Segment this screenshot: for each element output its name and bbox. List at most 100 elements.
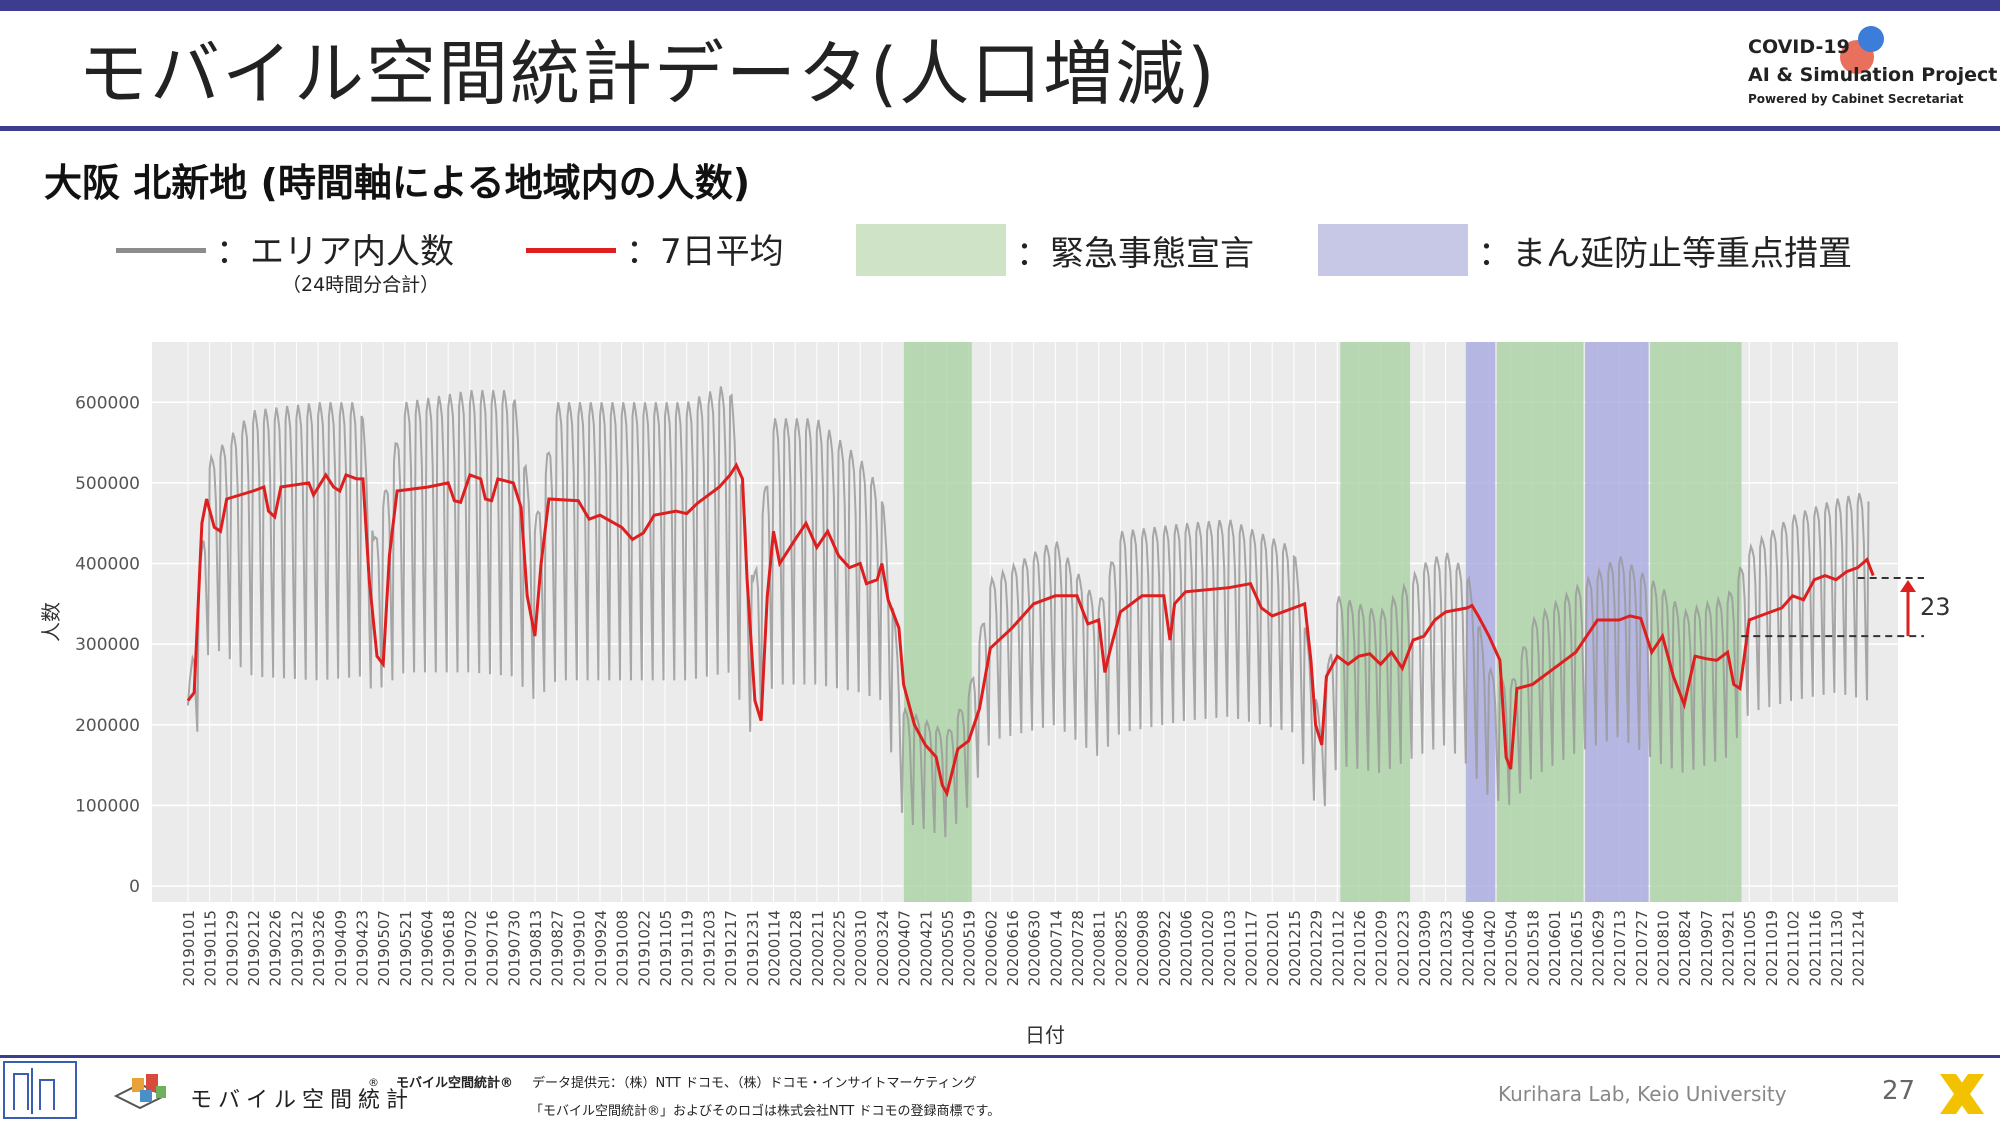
top-accent-bar — [0, 0, 2000, 11]
x-tick-label: 20191008 — [614, 910, 632, 986]
annotation-label: 23.2% — [1920, 593, 1950, 621]
x-tick-label: 20211116 — [1806, 910, 1824, 986]
x-tick-label: 20190129 — [223, 910, 241, 986]
series-area-count-line — [187, 386, 1870, 838]
covid-ai-project-logo: COVID-19 AI & Simulation Project Powered… — [1748, 26, 1997, 116]
x-tick-label: 20190604 — [419, 910, 437, 986]
x-tick-label: 20200908 — [1134, 910, 1152, 986]
logo-blue-dot-icon — [1858, 26, 1884, 52]
x-tick-label: 20211019 — [1763, 910, 1781, 986]
mobile-spatial-stats-logo-icon — [113, 1074, 167, 1110]
x-tick-label: 20191231 — [744, 910, 762, 986]
x-tick-label: 20210406 — [1459, 910, 1477, 986]
x-tick-label: 20210713 — [1611, 910, 1629, 986]
x-tick-label: 20210209 — [1373, 910, 1391, 986]
x-tick-label: 20200811 — [1091, 910, 1109, 986]
y-tick-label: 300000 — [75, 635, 140, 655]
x-tick-label: 20190507 — [375, 910, 393, 986]
x-tick-label: 20211102 — [1785, 910, 1803, 986]
x-tick-label: 20190101 — [180, 910, 198, 986]
project-x-logo-icon — [1940, 1074, 1984, 1114]
x-tick-label: 20200616 — [1004, 910, 1022, 986]
brand-mark: ® — [368, 1076, 379, 1089]
title-divider — [0, 126, 2000, 131]
x-tick-label: 20191022 — [635, 910, 653, 986]
y-tick-label: 600000 — [75, 393, 140, 413]
source-title: モバイル空間統計® — [396, 1076, 514, 1091]
x-tick-label: 20190326 — [310, 910, 328, 986]
x-tick-label: 20200114 — [765, 910, 783, 986]
x-tick-label: 20200714 — [1047, 910, 1065, 986]
x-tick-label: 20190409 — [332, 910, 350, 986]
series-7day-average-line — [186, 462, 1875, 798]
x-tick-label: 20200505 — [939, 910, 957, 986]
x-tick-label: 20201006 — [1177, 910, 1195, 986]
y-tick-label: 200000 — [75, 716, 140, 736]
x-tick-label: 20191203 — [700, 910, 718, 986]
x-tick-label: 20200602 — [982, 910, 1000, 986]
x-tick-label: 20190827 — [549, 910, 567, 986]
x-tick-label: 20201215 — [1286, 910, 1304, 986]
x-tick-label: 20201117 — [1243, 910, 1261, 986]
slide-title: モバイル空間統計データ(人口増減) — [78, 33, 1217, 115]
x-tick-label: 20200922 — [1156, 910, 1174, 986]
legend-gray-line-icon — [116, 248, 206, 253]
x-tick-label: 20201201 — [1264, 910, 1282, 986]
x-tick-label: 20200728 — [1069, 910, 1087, 986]
x-tick-label: 20210309 — [1416, 910, 1434, 986]
footer-divider — [0, 1055, 2000, 1058]
x-tick-label: 20211214 — [1850, 910, 1868, 986]
x-tick-label: 20200825 — [1112, 910, 1130, 986]
x-tick-label: 20190212 — [245, 910, 263, 986]
x-tick-label: 20190813 — [527, 910, 545, 986]
footer: モバイル空間統計 ® モバイル空間統計® データ提供元：（株）NTT ドコモ、（… — [0, 1058, 2000, 1125]
x-tick-label: 20190618 — [440, 910, 458, 986]
x-tick-label: 20210810 — [1655, 910, 1673, 986]
x-tick-label: 20210112 — [1329, 910, 1347, 986]
legend-area-count-note: （24時間分合計） — [282, 274, 440, 296]
x-tick-label: 20210615 — [1568, 910, 1586, 986]
x-tick-label: 20200225 — [831, 910, 849, 986]
legend-avg7: ：7日平均 — [626, 232, 784, 272]
y-axis-label: 人数 — [40, 602, 63, 642]
x-tick-label: 20210223 — [1394, 910, 1412, 986]
keio-lab-logo-icon — [3, 1061, 77, 1119]
x-tick-label: 20190702 — [462, 910, 480, 986]
y-tick-label: 0 — [129, 877, 140, 897]
logo-line3: Powered by Cabinet Secretariat — [1748, 92, 1964, 106]
brand-name: モバイル空間統計 — [190, 1088, 415, 1113]
source-line2: 「モバイル空間統計®」およびそのロゴは株式会社NTT ドコモの登録商標です。 — [530, 1104, 1001, 1119]
x-tick-label: 20210824 — [1676, 910, 1694, 986]
x-tick-label: 20210504 — [1503, 910, 1521, 986]
x-tick-label: 20190924 — [592, 910, 610, 986]
legend-purple-box-icon — [1318, 224, 1468, 276]
x-tick-label: 20191119 — [679, 910, 697, 986]
x-tick-label: 20210518 — [1524, 910, 1542, 986]
x-tick-label: 20210323 — [1438, 910, 1456, 986]
x-tick-label: 20190226 — [267, 910, 285, 986]
y-tick-label: 100000 — [75, 796, 140, 816]
logo-line2: AI & Simulation Project — [1748, 64, 1998, 86]
annotation-arrowhead-icon — [1900, 580, 1916, 593]
x-tick-label: 20211005 — [1741, 910, 1759, 986]
x-tick-label: 20201103 — [1221, 910, 1239, 986]
x-tick-label: 20190423 — [353, 910, 371, 986]
x-tick-label: 20190521 — [397, 910, 415, 986]
x-tick-label: 20210727 — [1633, 910, 1651, 986]
emergency-period-band — [903, 342, 972, 902]
x-tick-label: 20210907 — [1698, 910, 1716, 986]
x-tick-label: 20210126 — [1351, 910, 1369, 986]
source-line1: データ提供元：（株）NTT ドコモ、（株）ドコモ・インサイトマーケティング — [532, 1076, 977, 1091]
x-tick-label: 20190312 — [288, 910, 306, 986]
x-tick-label: 20200630 — [1026, 910, 1044, 986]
lab-name: Kurihara Lab, Keio University — [1498, 1082, 1787, 1106]
x-tick-label: 20200519 — [961, 910, 979, 986]
legend-area-count: ：エリア内人数 — [216, 232, 454, 272]
x-tick-label: 20200324 — [874, 910, 892, 986]
page-number: 27 — [1882, 1076, 1916, 1106]
legend-red-line-icon — [526, 248, 616, 253]
x-tick-label: 20200211 — [809, 910, 827, 986]
x-tick-label: 20210921 — [1720, 910, 1738, 986]
legend-green-box-icon — [856, 224, 1006, 276]
x-tick-label: 20200128 — [787, 910, 805, 986]
